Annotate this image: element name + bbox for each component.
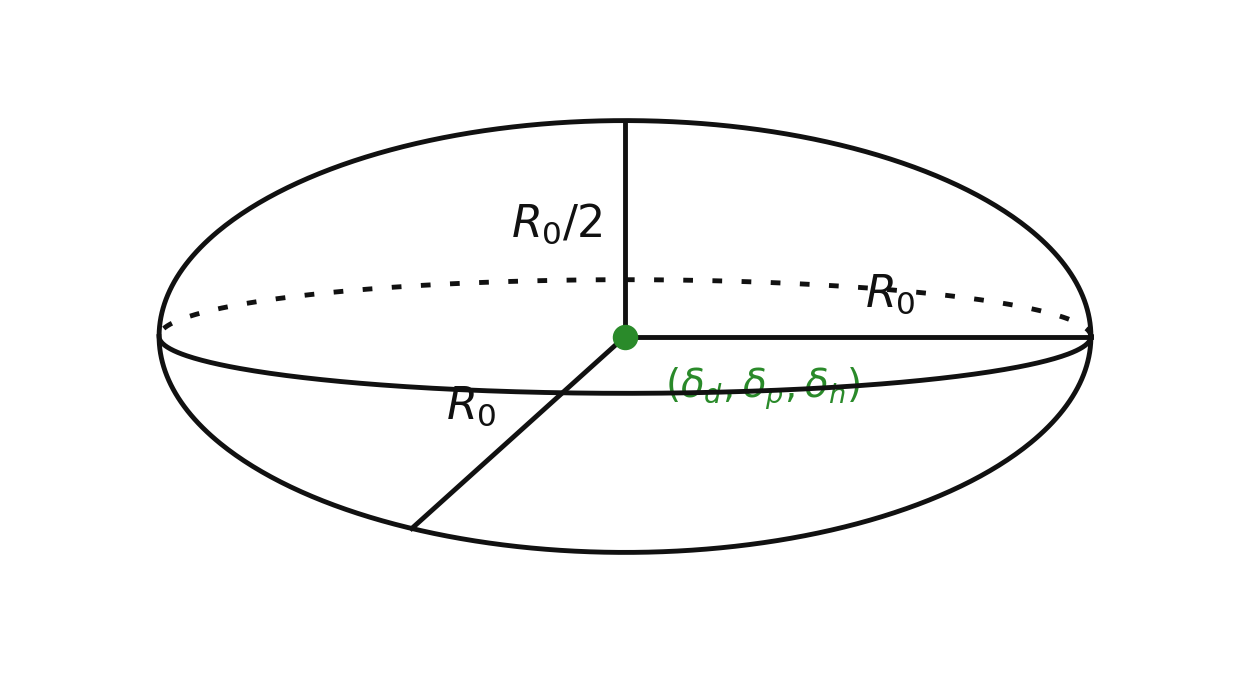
Text: $(\delta_{d}, \delta_{p}, \delta_{h})$: $(\delta_{d}, \delta_{p}, \delta_{h})$	[665, 365, 860, 412]
Text: $R_0/2$: $R_0/2$	[511, 202, 602, 246]
Text: $R_0$: $R_0$	[446, 384, 496, 427]
Text: $R_0$: $R_0$	[865, 272, 916, 316]
Point	[615, 331, 635, 342]
